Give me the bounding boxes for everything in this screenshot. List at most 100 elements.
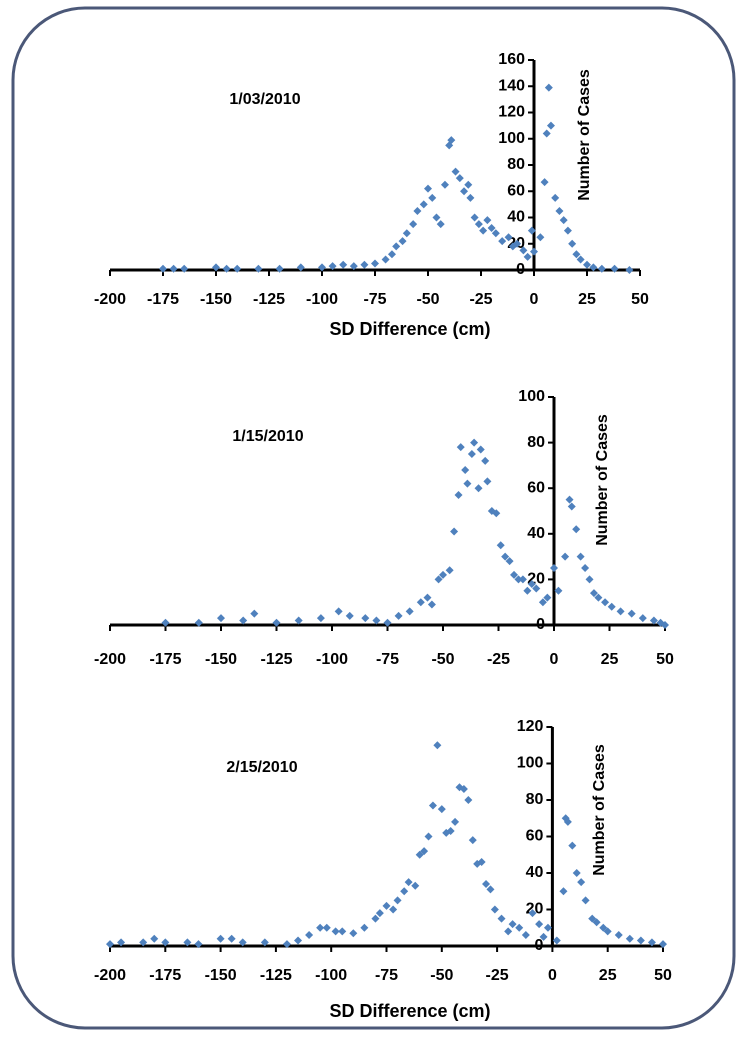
data-point: [514, 575, 523, 584]
data-point: [539, 932, 548, 941]
data-point: [305, 931, 314, 940]
data-point: [543, 923, 552, 932]
data-point: [521, 931, 530, 940]
data-point: [538, 598, 547, 607]
data-point: [194, 940, 203, 949]
data-point: [464, 796, 473, 804]
data-point: [581, 564, 590, 572]
data-point: [139, 938, 148, 947]
data-point: [451, 167, 460, 176]
x-tick-label: -50: [431, 651, 454, 668]
data-point: [375, 909, 384, 918]
y-tick-label: 0: [534, 937, 543, 954]
data-point: [540, 178, 549, 187]
x-tick-label: -150: [205, 967, 237, 984]
data-point: [450, 527, 459, 536]
data-point: [423, 593, 432, 602]
data-point: [468, 836, 477, 845]
data-point: [296, 263, 305, 272]
chart-title: 1/15/2010: [232, 428, 303, 445]
data-point: [532, 584, 541, 593]
y-tick-label: 0: [536, 616, 545, 633]
data-point: [536, 233, 545, 242]
data-point: [239, 616, 248, 625]
data-point: [372, 616, 381, 625]
data-point: [597, 264, 606, 273]
data-point: [563, 226, 572, 235]
data-point: [260, 938, 269, 947]
data-point: [496, 541, 505, 550]
data-point: [446, 827, 455, 836]
data-point: [544, 83, 553, 92]
x-tick-label: -175: [147, 291, 179, 308]
data-point: [169, 264, 178, 273]
data-point: [161, 618, 170, 627]
data-point: [159, 264, 167, 273]
data-point: [360, 923, 369, 932]
data-point: [565, 495, 574, 504]
data-point: [599, 923, 608, 932]
y-tick-label: 0: [516, 261, 525, 278]
data-point: [331, 927, 340, 936]
data-point: [411, 881, 420, 890]
data-point: [483, 216, 492, 225]
data-point: [470, 438, 479, 447]
x-tick-label: 0: [530, 291, 539, 308]
y-tick-label: 20: [526, 901, 544, 918]
data-point: [394, 611, 403, 620]
data-point: [227, 934, 236, 943]
y-tick-label: 120: [517, 718, 544, 735]
data-point: [402, 229, 411, 238]
data-point: [498, 237, 507, 246]
x-tick-label: -175: [149, 967, 181, 984]
data-point: [510, 570, 519, 579]
y-axis-label: Number of Cases: [594, 414, 611, 546]
x-tick-label: 25: [578, 291, 596, 308]
data-point: [339, 260, 348, 269]
data-point: [490, 905, 499, 914]
x-tick-label: 25: [599, 967, 617, 984]
data-point: [527, 226, 536, 235]
data-point: [647, 938, 656, 947]
data-point: [217, 614, 225, 623]
data-point: [588, 914, 597, 923]
data-point: [409, 220, 418, 229]
x-tick-label: -150: [200, 291, 232, 308]
data-point: [607, 602, 616, 611]
x-tick-label: -50: [416, 291, 439, 308]
data-point: [518, 575, 527, 584]
data-point: [322, 923, 331, 932]
x-tick-label: 25: [601, 651, 619, 668]
data-point: [382, 901, 391, 910]
data-point: [614, 931, 623, 940]
data-point: [318, 263, 326, 272]
y-tick-label: 140: [498, 77, 525, 94]
x-tick-label: -100: [315, 967, 347, 984]
x-tick-label: 0: [548, 967, 557, 984]
y-tick-label: 40: [507, 209, 525, 226]
data-point: [416, 598, 425, 607]
data-point: [581, 896, 590, 905]
data-point: [486, 885, 495, 894]
data-point: [272, 618, 281, 627]
data-point: [432, 213, 441, 222]
data-point: [567, 502, 576, 511]
y-tick-label: 80: [507, 156, 525, 173]
data-point: [563, 817, 572, 826]
x-axis-label: SD Difference (cm): [329, 319, 490, 339]
data-point: [476, 445, 485, 454]
data-point: [389, 905, 398, 914]
data-point: [282, 940, 291, 949]
data-point: [589, 263, 598, 272]
data-point: [530, 247, 538, 256]
data-point: [445, 566, 454, 575]
data-point: [455, 174, 464, 183]
data-point: [551, 193, 560, 202]
data-point: [577, 878, 586, 887]
data-point: [275, 264, 284, 273]
data-point: [519, 246, 528, 255]
x-tick-label: 50: [631, 291, 649, 308]
data-point: [576, 552, 585, 561]
data-point: [625, 266, 634, 274]
